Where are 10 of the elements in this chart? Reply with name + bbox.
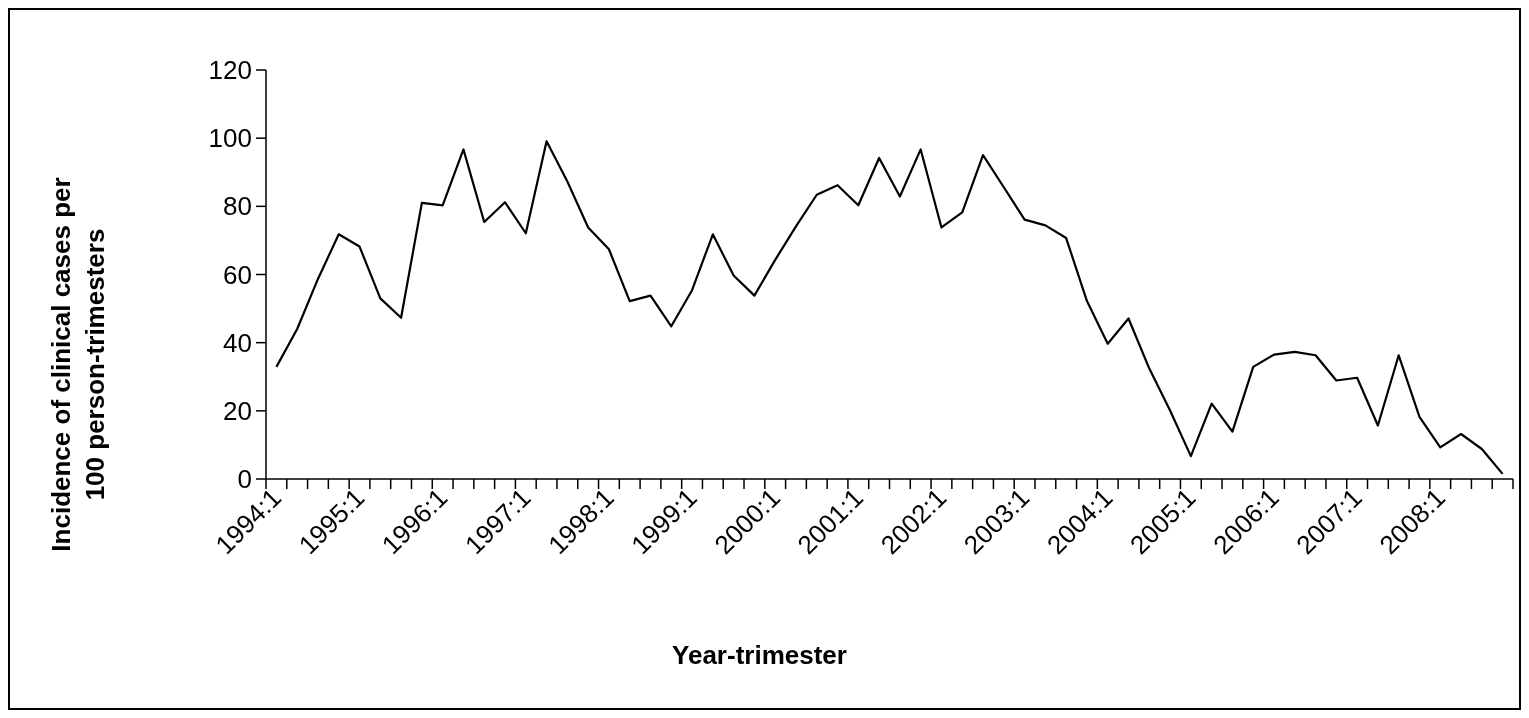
y-tick-label: 20: [223, 395, 252, 426]
line-series: [275, 140, 1504, 475]
y-tick-label: 80: [223, 191, 252, 222]
y-axis-title: Incidence of clinical cases per 100 person-trimesters: [46, 177, 110, 552]
y-tick-label: 120: [208, 55, 252, 86]
y-tick-label: 100: [208, 123, 252, 154]
y-tick-label: 0: [237, 464, 252, 495]
y-tick-label: 40: [223, 327, 252, 358]
y-tick-label: 60: [223, 259, 252, 290]
x-axis-title: Year-trimester: [672, 640, 847, 670]
